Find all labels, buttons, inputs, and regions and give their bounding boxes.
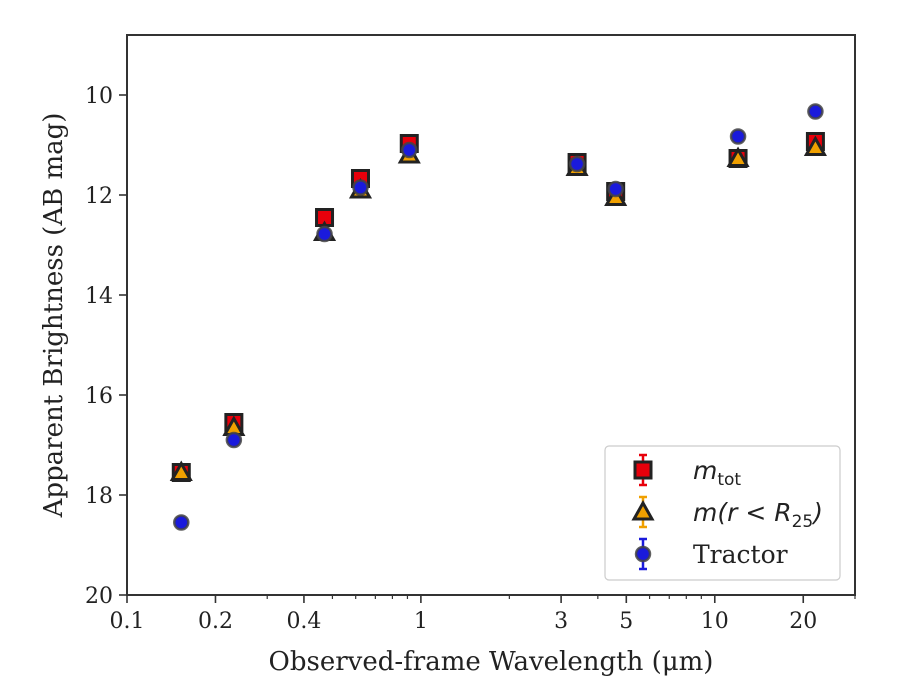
legend-label-subscript: 25 <box>792 512 814 532</box>
x-tick-label: 0.2 <box>198 609 233 634</box>
legend: mtot m(r < R25) Tractor <box>604 445 841 581</box>
legend-label-subscript: tot <box>717 470 741 490</box>
y-tick-label: 18 <box>85 484 113 509</box>
x-tick-label: 3 <box>554 609 568 634</box>
legend-label-main: m <box>693 456 717 485</box>
legend-label: m(r < R25) <box>693 498 823 532</box>
x-tick-label: 0.4 <box>286 609 321 634</box>
series-triangle <box>169 135 827 481</box>
plot-frame <box>126 34 856 596</box>
legend-label: Tractor <box>693 540 788 569</box>
y-axis-label: Apparent Brightness (AB mag) <box>39 113 69 519</box>
data-point <box>169 460 193 481</box>
data-point <box>401 141 418 159</box>
x-tick-label: 10 <box>701 609 729 634</box>
data-point <box>726 146 750 167</box>
x-axis-label: Observed-frame Wavelength (μm) <box>269 647 714 677</box>
legend-marker <box>633 460 653 480</box>
y-tick-label: 10 <box>85 84 113 109</box>
y-tick-label: 14 <box>85 284 113 309</box>
series-square <box>171 132 825 482</box>
data-point <box>316 225 333 243</box>
y-tick-label: 12 <box>85 184 113 209</box>
data-point <box>607 180 624 198</box>
x-tick-label: 1 <box>414 609 428 634</box>
legend-label: mtot <box>693 456 741 490</box>
legend-marker <box>631 499 655 521</box>
legend-box <box>604 445 841 581</box>
series-circle <box>173 103 824 531</box>
data-point <box>225 431 243 449</box>
data-point <box>807 103 824 120</box>
axes: 0.1 0.2 0.4 1 3 5 10 20 10 12 14 16 18 20 <box>85 84 856 634</box>
x-tick-label: 5 <box>619 609 633 634</box>
data-point <box>803 135 827 156</box>
legend-label-main: m(r < R <box>693 498 792 527</box>
data-point <box>729 128 747 145</box>
data-point <box>568 155 586 173</box>
legend-label-main: Tractor <box>693 540 788 569</box>
data-point <box>352 179 369 196</box>
data-marks <box>169 103 827 531</box>
legend-label-tail: ) <box>811 498 823 527</box>
data-point <box>173 514 190 531</box>
legend-marker <box>634 545 652 563</box>
x-tick-label: 0.1 <box>110 609 145 634</box>
y-tick-label: 16 <box>85 384 113 409</box>
y-tick-label: 20 <box>85 584 113 609</box>
x-tick-label: 20 <box>789 609 817 634</box>
